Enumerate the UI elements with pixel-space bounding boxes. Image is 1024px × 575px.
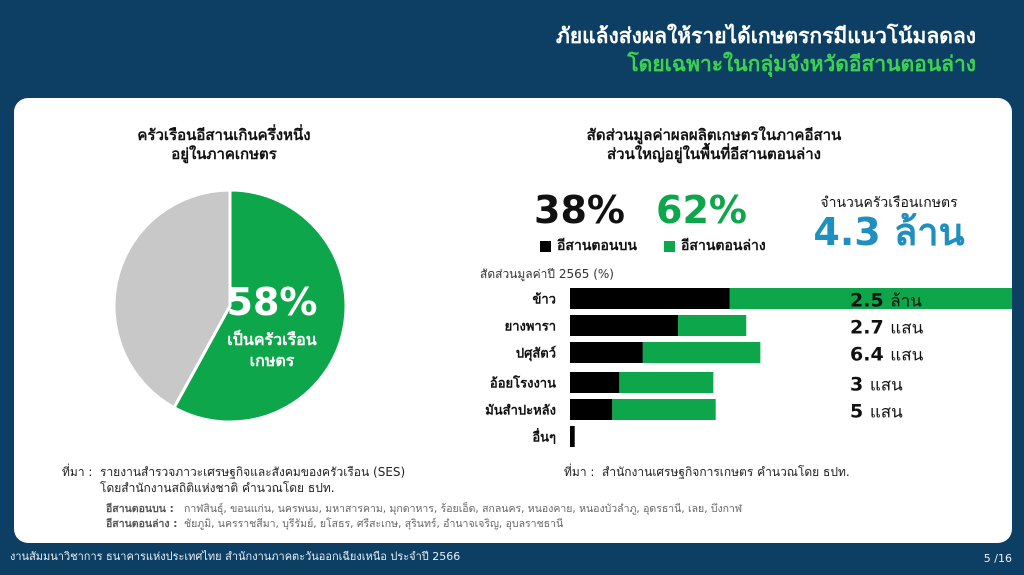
right-source-prefix: ที่มา :	[564, 465, 595, 479]
bar-segment-upper	[570, 342, 643, 363]
upper-share-value: 38%	[534, 188, 625, 232]
pie-percent-label: 58%	[227, 280, 318, 324]
legend-lower: อีสานตอนล่าง	[664, 235, 766, 257]
bar-segment-upper	[570, 399, 613, 420]
footer-text: งานสัมมนาวิชาการ ธนาคารแห่งประเทศไทย สำน…	[10, 550, 461, 563]
note-upper-key: อีสานตอนบน :	[106, 503, 174, 515]
bar-category-label: มันสำปะหลัง	[485, 403, 556, 419]
note-lower-key: อีสานตอนล่าง :	[106, 518, 178, 530]
pie-chart: 58% เป็นครัวเรือน เกษตร	[112, 188, 348, 424]
bar-value-label: 6.4 แสน	[850, 344, 924, 366]
left-source-line2: โดยสำนักงานสถิติแห่งชาติ คำนวณโดย ธปท.	[100, 481, 335, 495]
pie-title: ครัวเรือนอีสานเกินครึ่งหนึ่ง อยู่ในภาคเก…	[104, 126, 344, 164]
right-title-line1: สัดส่วนมูลค่าผลผลิตเกษตรในภาคอีสาน	[586, 126, 842, 144]
slide-title-line2: โดยเฉพาะในกลุ่มจังหวัดอีสานตอนล่าง	[627, 52, 976, 76]
bar-segment-upper	[570, 315, 679, 336]
pie-title-line2: อยู่ในภาคเกษตร	[171, 145, 277, 163]
legend-lower-label: อีสานตอนล่าง	[681, 238, 766, 254]
right-title-line2: ส่วนใหญ่อยู่ในพื้นที่อีสานตอนล่าง	[606, 145, 821, 163]
share-axis-label: สัดส่วนมูลค่าปี 2565 (%)	[480, 267, 614, 281]
slide-title-line1: ภัยแล้งส่งผลให้รายได้เกษตรกรมีแนวโน้มลดล…	[556, 24, 976, 48]
bar-segment-lower	[619, 372, 714, 393]
households-label: จำนวนครัวเรือนเกษตร	[820, 195, 958, 211]
bar-segment-lower	[729, 288, 1012, 309]
pie-slice-agri	[172, 188, 348, 424]
lower-share-value: 62%	[656, 188, 747, 232]
left-source-prefix: ที่มา :	[62, 465, 93, 479]
bar-value-label: 5 แสน	[850, 401, 903, 423]
legend-upper-label: อีสานตอนบน	[557, 238, 637, 254]
pie-title-line1: ครัวเรือนอีสานเกินครึ่งหนึ่ง	[137, 126, 311, 144]
left-source-line1: รายงานสำรวจภาวะเศรษฐกิจและสังคมของครัวเร…	[100, 465, 406, 479]
bar-category-label: ปศุสัตว์	[516, 346, 556, 362]
region-notes: อีสานตอนบน : กาฬสินธุ์, ขอนแก่น, นครพนม, …	[106, 502, 742, 532]
slide-title: ภัยแล้งส่งผลให้รายได้เกษตรกรมีแนวโน้มลดล…	[556, 22, 976, 78]
bar-value-label: 2.7 แสน	[850, 317, 924, 339]
bar-value-label: 3 แสน	[850, 374, 903, 396]
right-source-line1: สำนักงานเศรษฐกิจการเกษตร คำนวณโดย ธปท.	[602, 465, 850, 479]
legend-swatch-upper	[540, 240, 551, 252]
bar-value-label: 2.5 ล้าน	[850, 290, 922, 312]
page-number: 5 /16	[983, 552, 1012, 565]
pie-slice-non-agri	[112, 188, 232, 410]
bar-category-label: อื่นๆ	[532, 428, 556, 446]
right-source: ที่มา : สำนักงานเศรษฐกิจการเกษตร คำนวณโดย…	[564, 464, 850, 480]
pie-sub-label-2: เกษตร	[250, 351, 295, 370]
bar-category-label: อ้อยโรงงาน	[490, 375, 556, 392]
note-upper-provinces: กาฬสินธุ์, ขอนแก่น, นครพนม, มหาสารคาม, ม…	[184, 503, 743, 515]
left-source: ที่มา : รายงานสำรวจภาวะเศรษฐกิจและสังคมขอ…	[62, 464, 405, 496]
bar-category-label: ข้าว	[533, 292, 557, 308]
bar-segment-lower	[642, 342, 761, 363]
legend-upper: อีสานตอนบน	[540, 235, 637, 257]
right-title: สัดส่วนมูลค่าผลผลิตเกษตรในภาคอีสาน ส่วนใ…	[534, 126, 894, 164]
bar-segment-upper	[570, 426, 575, 447]
bar-segment-upper	[570, 372, 620, 393]
content-card: ครัวเรือนอีสานเกินครึ่งหนึ่ง อยู่ในภาคเก…	[14, 98, 1012, 543]
bar-segment-lower	[612, 399, 716, 420]
households-value: 4.3 ล้าน	[813, 210, 965, 254]
bar-category-label: ยางพารา	[505, 320, 556, 335]
bar-segment-lower	[678, 315, 747, 336]
pie-sub-label-1: เป็นครัวเรือน	[227, 328, 317, 349]
bar-segment-upper	[570, 288, 730, 309]
legend-swatch-lower	[664, 240, 675, 252]
note-lower-provinces: ชัยภูมิ, นครราชสีมา, บุรีรัมย์, ยโสธร, ศ…	[184, 518, 564, 530]
